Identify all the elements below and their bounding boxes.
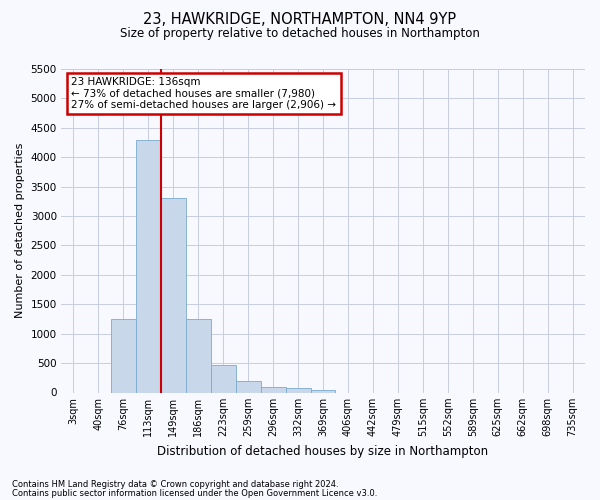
Bar (161, 198, 186, 392)
Text: Contains HM Land Registry data © Crown copyright and database right 2024.: Contains HM Land Registry data © Crown c… (12, 480, 338, 489)
X-axis label: Distribution of detached houses by size in Northampton: Distribution of detached houses by size … (157, 444, 488, 458)
Bar (186, 319, 211, 392)
Bar (286, 388, 311, 392)
Text: Contains public sector information licensed under the Open Government Licence v3: Contains public sector information licen… (12, 489, 377, 498)
Text: 23 HAWKRIDGE: 136sqm
← 73% of detached houses are smaller (7,980)
27% of semi-de: 23 HAWKRIDGE: 136sqm ← 73% of detached h… (71, 77, 337, 110)
Bar (111, 319, 136, 392)
Bar (236, 380, 260, 392)
Text: Size of property relative to detached houses in Northampton: Size of property relative to detached ho… (120, 28, 480, 40)
Bar (260, 386, 286, 392)
Text: 23, HAWKRIDGE, NORTHAMPTON, NN4 9YP: 23, HAWKRIDGE, NORTHAMPTON, NN4 9YP (143, 12, 457, 28)
Bar (211, 364, 236, 392)
Bar (136, 140, 161, 392)
Bar (311, 390, 335, 392)
Y-axis label: Number of detached properties: Number of detached properties (15, 143, 25, 318)
